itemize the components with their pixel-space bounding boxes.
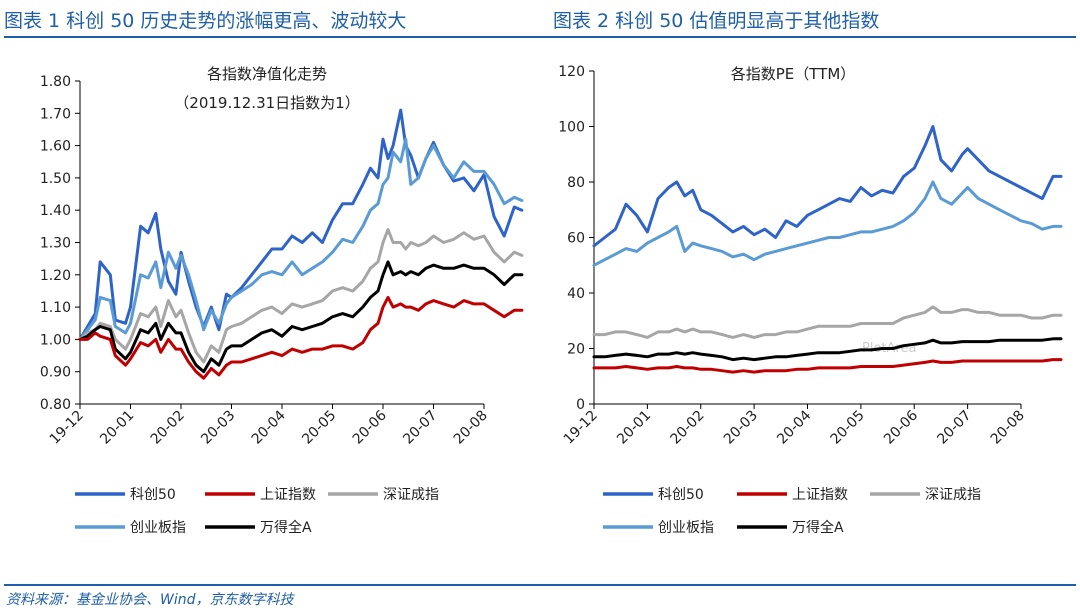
series-line: [78, 108, 524, 341]
legend-label: 万得全A: [792, 519, 844, 536]
x-tick-label: 20-05: [299, 408, 339, 448]
footer-rule: [4, 584, 1076, 586]
y-tick-label: 1.80: [40, 74, 71, 90]
y-tick-label: 0.90: [40, 365, 71, 381]
figure-2-title: 图表 2 科创 50 估值明显高于其他指数: [553, 10, 880, 32]
x-tick-label: 20-04: [774, 407, 814, 447]
figure-1-title: 图表 1 科创 50 历史走势的涨幅更高、波动较大: [4, 10, 407, 32]
x-tick-label: 19-12: [561, 408, 601, 448]
series-line: [592, 337, 1063, 362]
legend-label: 上证指数: [792, 487, 848, 503]
x-tick-label: 20-01: [97, 408, 137, 448]
x-tick-label: 20-06: [881, 407, 921, 447]
series-line: [592, 305, 1063, 339]
x-tick-label: 20-03: [721, 408, 761, 448]
legend-label: 上证指数: [260, 487, 316, 503]
series-line: [592, 180, 1063, 267]
legend-label: 深证成指: [383, 487, 439, 503]
series-line: [78, 228, 524, 364]
x-tick-label: 19-12: [47, 408, 87, 448]
series-line: [78, 260, 524, 374]
y-tick-label: 120: [558, 64, 585, 80]
x-tick-label: 20-07: [400, 408, 440, 448]
y-tick-label: 0: [576, 397, 585, 413]
x-tick-label: 20-05: [828, 408, 868, 448]
legend-label: 万得全A: [260, 519, 312, 536]
y-tick-label: 40: [567, 286, 585, 302]
legend-label: 创业板指: [658, 520, 714, 536]
x-tick-label: 20-02: [667, 408, 707, 448]
y-tick-label: 20: [567, 342, 585, 358]
y-tick-label: 1.40: [40, 203, 71, 219]
x-tick-label: 20-01: [614, 408, 654, 448]
x-tick-label: 20-08: [988, 408, 1028, 448]
series-line: [78, 295, 524, 380]
source-note: 资料来源：基金业协会、Wind，京东数字科技: [6, 592, 294, 608]
y-tick-label: 1.00: [40, 332, 71, 348]
y-tick-label: 1.70: [40, 106, 71, 122]
header-rule: [4, 36, 1076, 38]
legend-label: 科创50: [658, 487, 704, 503]
chart-1-title: 各指数净值化走势: [207, 65, 327, 83]
y-tick-label: 60: [567, 231, 585, 247]
y-tick-label: 1.10: [40, 300, 71, 316]
series-line: [592, 125, 1063, 248]
y-tick-label: 1.60: [40, 139, 71, 155]
x-tick-label: 20-03: [198, 408, 238, 448]
x-tick-label: 20-08: [451, 408, 491, 448]
chart-2-title: 各指数PE（TTM）: [731, 65, 856, 83]
x-tick-label: 20-04: [249, 407, 289, 447]
x-tick-label: 20-02: [148, 408, 188, 448]
y-tick-label: 1.20: [40, 268, 71, 284]
legend-label: 科创50: [130, 487, 176, 503]
y-tick-label: 1.50: [40, 171, 71, 187]
chart-index-pe: 各指数PE（TTM） PlotArea 02040608010012019-12…: [558, 64, 1063, 536]
legend-label: 深证成指: [925, 487, 981, 503]
legend-label: 创业板指: [130, 520, 186, 536]
x-tick-label: 20-07: [934, 408, 974, 448]
y-tick-label: 0.80: [40, 397, 71, 413]
series-line: [592, 358, 1063, 374]
chart-1-subtitle: （2019.12.31日指数为1）: [174, 94, 359, 112]
y-tick-label: 1.30: [40, 236, 71, 252]
y-tick-label: 100: [558, 120, 585, 136]
y-tick-label: 80: [567, 175, 585, 191]
chart-index-net-value: 各指数净值化走势 （2019.12.31日指数为1） 0.80 0.90 1.00 1…: [40, 65, 524, 536]
series-line: [78, 137, 524, 341]
x-tick-label: 20-06: [350, 407, 390, 447]
